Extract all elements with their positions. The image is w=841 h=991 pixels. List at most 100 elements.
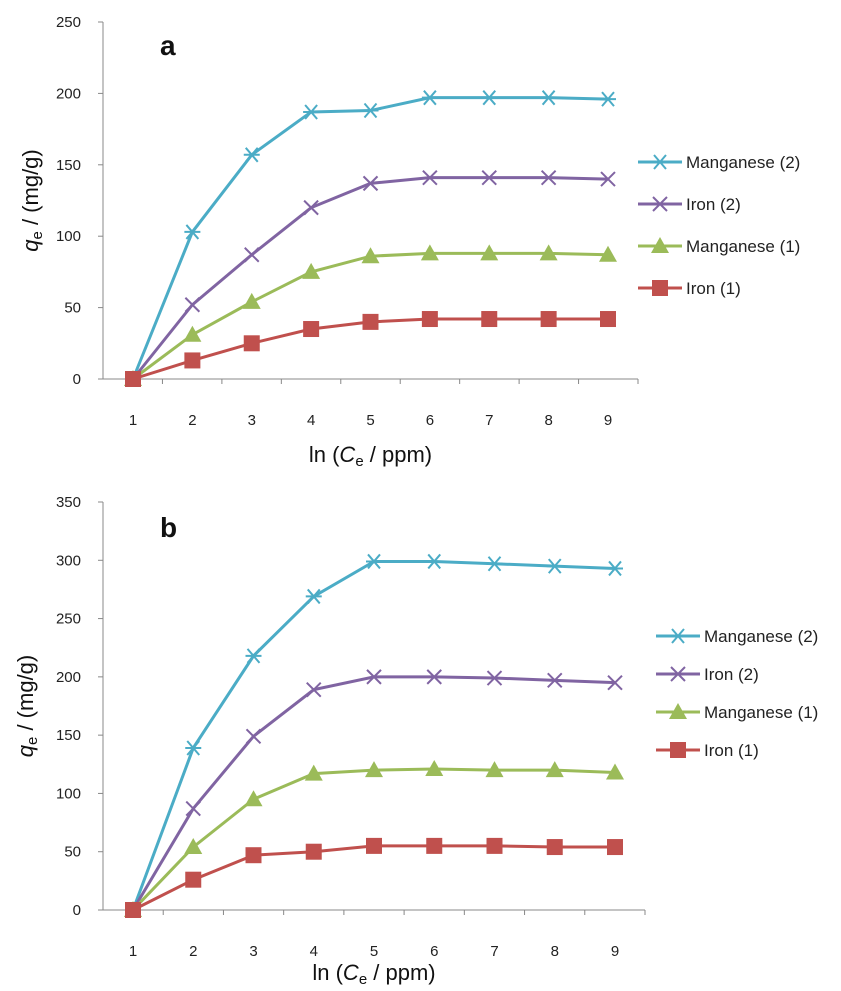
data-point-s1-8 bbox=[600, 171, 616, 187]
data-point-s0-6 bbox=[481, 90, 498, 106]
data-point-s1-6 bbox=[486, 670, 503, 686]
data-point-s2-8 bbox=[599, 245, 617, 262]
data-point-s0-2 bbox=[243, 147, 260, 163]
data-point-s2-7 bbox=[545, 761, 564, 778]
data-point-s2-6 bbox=[485, 761, 504, 778]
legend-label: Iron (1) bbox=[704, 741, 759, 760]
data-point-s2-7 bbox=[539, 244, 558, 261]
y-axis-label: qe / (mg/g) bbox=[18, 149, 46, 252]
x-tick-label: 4 bbox=[307, 412, 315, 429]
data-point-s1-4 bbox=[366, 669, 382, 685]
data-point-s2-1 bbox=[183, 325, 202, 342]
y-tick-label: 50 bbox=[64, 844, 81, 861]
legend-item-0: Manganese (2) bbox=[638, 153, 800, 172]
legend-label: Manganese (2) bbox=[704, 627, 818, 646]
data-point-s1-1 bbox=[185, 800, 201, 817]
legend-item-0: Manganese (2) bbox=[656, 627, 818, 646]
x-tick-label: 1 bbox=[129, 943, 137, 960]
legend-marker-0 bbox=[652, 154, 668, 170]
data-point-s0-4 bbox=[362, 102, 379, 119]
y-tick-label: 0 bbox=[73, 902, 81, 919]
data-point-s0-5 bbox=[426, 553, 443, 570]
data-point-s1-8 bbox=[607, 674, 623, 691]
data-point-s2-8 bbox=[606, 763, 624, 780]
chart-panel-a: 0 50 100 150 200 250 1 2 3 4 5 6 7 8 9 Manganese (2) Iro… bbox=[18, 14, 800, 470]
series-line-0 bbox=[131, 559, 616, 911]
data-point-s1-7 bbox=[547, 672, 563, 689]
legend-marker-2 bbox=[669, 703, 687, 719]
data-point-s3-5 bbox=[421, 311, 438, 328]
data-point-s0-7 bbox=[540, 90, 557, 106]
x-tick-label: 8 bbox=[544, 412, 552, 429]
data-point-s2-2 bbox=[244, 790, 263, 807]
legend-label: Iron (2) bbox=[704, 665, 759, 684]
data-point-s1-5 bbox=[426, 669, 442, 685]
data-point-s0-7 bbox=[546, 558, 563, 574]
legend-item-3: Iron (1) bbox=[656, 741, 759, 760]
x-tick-label: 7 bbox=[485, 412, 493, 429]
data-point-s3-0 bbox=[125, 902, 141, 918]
data-point-s2-1 bbox=[184, 838, 203, 855]
legend-label: Iron (2) bbox=[686, 195, 741, 214]
data-point-s0-2 bbox=[245, 648, 262, 664]
y-tick-label: 100 bbox=[56, 228, 81, 245]
legend-label: Manganese (2) bbox=[686, 153, 800, 172]
data-point-s3-5 bbox=[426, 837, 443, 854]
data-point-s2-4 bbox=[365, 761, 383, 778]
data-point-s0-8 bbox=[600, 91, 616, 107]
legend-item-2: Manganese (1) bbox=[656, 703, 818, 722]
data-point-s2-4 bbox=[361, 247, 380, 264]
data-point-s2-3 bbox=[302, 262, 321, 279]
y-tick-label: 300 bbox=[56, 552, 81, 569]
data-point-s1-3 bbox=[303, 199, 319, 216]
data-point-s0-5 bbox=[421, 90, 438, 106]
data-point-s1-7 bbox=[540, 169, 557, 186]
data-point-s3-4 bbox=[362, 313, 379, 330]
legend-marker-1 bbox=[670, 666, 686, 682]
x-tick-label: 4 bbox=[310, 943, 318, 960]
x-tick-label: 5 bbox=[370, 943, 378, 960]
y-tick-label: 150 bbox=[56, 727, 81, 744]
data-point-s0-4 bbox=[366, 553, 382, 570]
series-line-1 bbox=[131, 176, 609, 380]
data-point-s3-2 bbox=[243, 335, 260, 352]
x-axis-label: ln (Ce / ppm) bbox=[309, 442, 432, 470]
data-point-s1-1 bbox=[184, 297, 201, 313]
legend-label: Manganese (1) bbox=[704, 703, 818, 722]
legend-marker-2 bbox=[651, 237, 669, 253]
data-point-s3-1 bbox=[184, 352, 201, 369]
x-tick-label: 1 bbox=[129, 412, 137, 429]
legend-item-3: Iron (1) bbox=[638, 279, 741, 298]
legend-marker-0 bbox=[670, 628, 686, 644]
y-tick-label: 250 bbox=[56, 611, 81, 628]
y-tick-label: 150 bbox=[56, 157, 81, 174]
y-tick-label: 200 bbox=[56, 85, 81, 102]
series-line-0 bbox=[131, 96, 609, 380]
data-point-s0-1 bbox=[185, 740, 202, 756]
data-point-s1-3 bbox=[306, 681, 322, 698]
chart-panel-b: 0 50 100 150 200 250 300 350 1 2 3 4 5 6 7 8 9 Manganese … bbox=[13, 494, 818, 988]
data-point-s1-5 bbox=[422, 169, 438, 186]
legend-item-2: Manganese (1) bbox=[638, 237, 800, 256]
legend-item-1: Iron (2) bbox=[638, 195, 741, 214]
x-tick-label: 6 bbox=[426, 412, 434, 429]
data-point-s3-7 bbox=[546, 839, 563, 856]
panel-label: b bbox=[160, 512, 177, 543]
y-tick-label: 0 bbox=[73, 371, 81, 388]
data-point-s3-4 bbox=[366, 837, 382, 854]
x-tick-label: 8 bbox=[551, 943, 559, 960]
data-point-s1-2 bbox=[244, 247, 260, 263]
legend-label: Manganese (1) bbox=[686, 237, 800, 256]
data-point-s1-4 bbox=[362, 175, 379, 192]
y-tick-label: 250 bbox=[56, 14, 81, 31]
data-point-s0-6 bbox=[486, 556, 503, 572]
y-axis-label: qe / (mg/g) bbox=[13, 655, 41, 758]
x-tick-label: 3 bbox=[249, 943, 257, 960]
legend-marker-3 bbox=[670, 742, 686, 758]
data-point-s3-6 bbox=[486, 837, 503, 854]
data-point-s3-2 bbox=[245, 847, 262, 864]
data-point-s1-2 bbox=[245, 728, 262, 745]
y-tick-label: 100 bbox=[56, 785, 81, 802]
x-axis-label: ln (Ce / ppm) bbox=[312, 960, 435, 988]
